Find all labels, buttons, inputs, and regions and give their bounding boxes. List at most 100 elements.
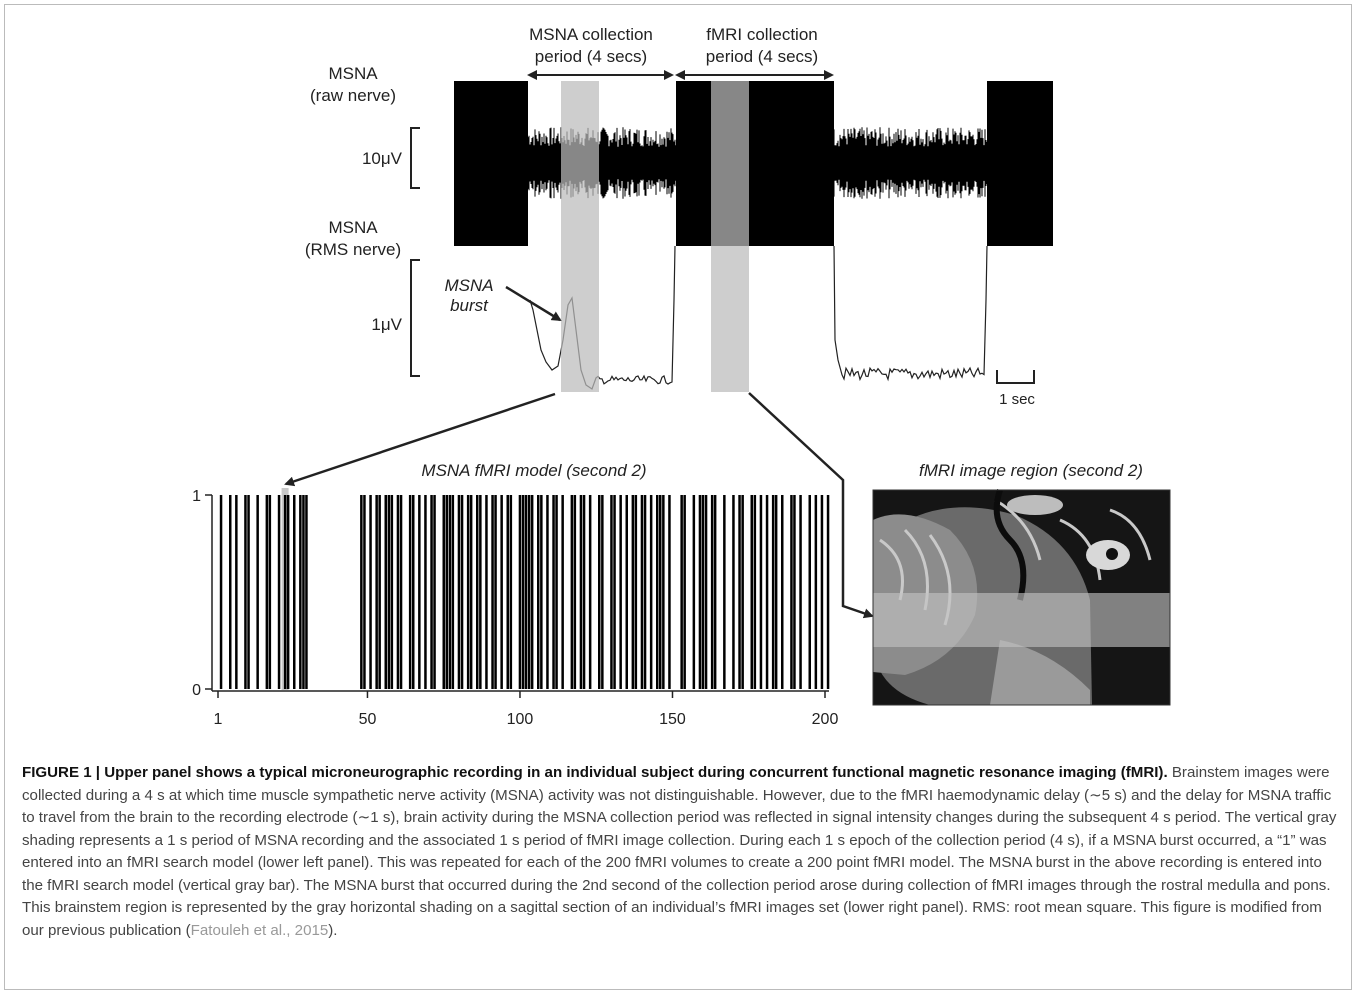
rms-scale-bracket <box>410 259 420 377</box>
model-bar <box>369 495 372 689</box>
model-bar <box>643 495 647 689</box>
fmri-image-border <box>872 489 1171 706</box>
model-x-tick-label: 100 <box>507 711 534 728</box>
fmri-lower-structure <box>990 640 1090 705</box>
model-bar <box>506 495 509 689</box>
model-bar <box>396 495 400 689</box>
model-bar <box>518 495 522 689</box>
model-bar <box>219 495 223 689</box>
model-bar <box>485 495 488 689</box>
fmri-period-label-line1: fMRI collection <box>706 25 817 44</box>
msna-1s-shading <box>561 81 599 392</box>
image-panel-title: fMRI image region (second 2) <box>919 461 1143 480</box>
model-bar <box>546 495 549 689</box>
msna-period-label-line1: MSNA collection <box>529 25 653 44</box>
model-x-tick-label: 1 <box>214 711 223 728</box>
model-bar <box>625 495 628 689</box>
model-bar <box>790 495 793 689</box>
model-bar <box>619 495 622 689</box>
model-bar <box>448 495 452 689</box>
model-bar <box>723 495 726 689</box>
fmri-region-shading <box>873 593 1170 647</box>
burst-label-line1: MSNA <box>444 276 493 295</box>
model-bar <box>476 495 479 689</box>
model-bar <box>412 495 415 689</box>
model-bar <box>469 495 473 689</box>
model-bar <box>424 495 427 689</box>
model-bar <box>530 495 534 689</box>
fmri-1s-shading <box>711 81 749 392</box>
raw-trace-label-line2: (raw nerve) <box>310 86 396 105</box>
model-bar <box>759 495 763 689</box>
figure-graphic: MSNA collection period (4 secs) fMRI col… <box>192 25 1171 728</box>
model-bar <box>668 495 671 689</box>
model-bar <box>656 495 659 689</box>
model-bar <box>390 495 394 689</box>
model-bar <box>701 495 705 689</box>
model-bar <box>500 495 503 689</box>
model-bar <box>540 495 543 689</box>
raw-noise-segment-2 <box>833 127 988 199</box>
model-bar <box>753 495 757 689</box>
model-bar <box>527 495 531 689</box>
model-bar <box>573 495 577 689</box>
model-bar <box>244 495 247 689</box>
model-bars-group <box>219 495 830 689</box>
model-bar <box>601 495 604 689</box>
model-bar <box>445 495 448 689</box>
model-bar <box>698 495 702 689</box>
model-bar <box>229 495 232 689</box>
model-bar <box>375 495 378 689</box>
caption-reference-link[interactable]: Fatouleh et al., 2015 <box>190 921 329 939</box>
model-bar <box>561 495 564 689</box>
rms-trace-label-line1: MSNA <box>328 218 378 237</box>
model-bar <box>293 495 296 689</box>
raw-saturated-block-3 <box>987 81 1053 246</box>
model-bar <box>286 495 290 689</box>
model-bar <box>283 495 287 689</box>
fmri-image-panel <box>872 489 1171 706</box>
model-bar <box>692 495 696 689</box>
model-bar <box>418 495 421 689</box>
model-bar <box>430 495 433 689</box>
model-bar <box>524 495 528 689</box>
raw-saturated-block-2 <box>676 81 834 246</box>
model-bar <box>649 495 653 689</box>
model-bar <box>741 495 744 689</box>
model-bar <box>598 495 601 689</box>
model-bar <box>466 495 470 689</box>
model-y-tick-label-0: 0 <box>192 682 201 699</box>
msna-period-label-line2: period (4 secs) <box>535 47 647 66</box>
model-x-tick-label: 50 <box>359 711 377 728</box>
model-bar <box>268 495 272 689</box>
model-bar <box>659 495 662 689</box>
model-bar <box>277 495 281 689</box>
model-panel-title: MSNA fMRI model (second 2) <box>421 461 646 480</box>
model-bar <box>579 495 583 689</box>
time-scale-label: 1 sec <box>999 391 1035 408</box>
model-bar <box>793 495 796 689</box>
model-bar <box>713 495 717 689</box>
model-bar <box>399 495 403 689</box>
time-scale-bar <box>996 370 1035 384</box>
caption-body: Brainstem images were collected during a… <box>22 764 1337 939</box>
model-bar <box>460 495 464 689</box>
model-bar <box>640 495 644 689</box>
model-bar <box>378 495 381 689</box>
model-bar <box>479 495 482 689</box>
fmri-dark-fissure <box>993 489 1027 601</box>
model-bar <box>494 495 497 689</box>
model-bar <box>521 495 525 689</box>
model-bar <box>408 495 412 689</box>
model-bar <box>771 495 775 689</box>
rms-scale-label: 1μV <box>371 315 402 334</box>
raw-saturated-block-1 <box>454 81 528 246</box>
model-bar <box>457 495 461 689</box>
fmri-dark-spot <box>1106 548 1118 560</box>
burst-label-line2: burst <box>450 296 489 315</box>
figure-frame <box>4 4 1352 990</box>
model-bar <box>491 495 494 689</box>
model-bar <box>710 495 714 689</box>
model-bar <box>555 495 558 689</box>
model-y-tick-label-1: 1 <box>192 488 201 505</box>
